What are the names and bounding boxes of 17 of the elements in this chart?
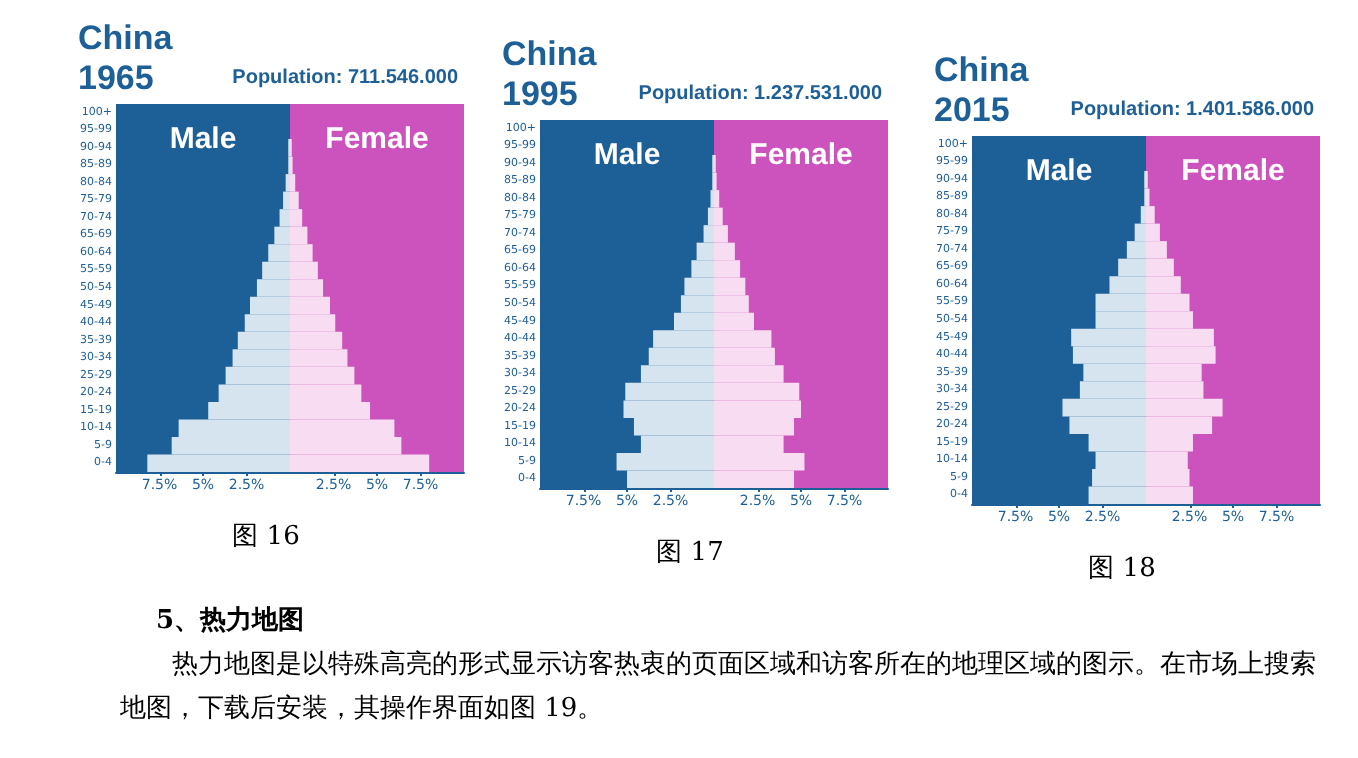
chart-title: China 1965 xyxy=(78,19,182,97)
band-label: Female xyxy=(325,122,429,156)
chart-subtitle: Population: 1.401.586.000 xyxy=(1070,99,1315,121)
text: 5、热力地图 xyxy=(154,604,307,640)
chart-subtitle: Population: 711.546.000 xyxy=(232,67,459,89)
band-label: Male xyxy=(1025,154,1093,188)
band-label: Female xyxy=(749,138,853,172)
chart-subtitle: Population: 1.237.531.000 xyxy=(638,83,883,105)
caption: 图 16 xyxy=(232,522,300,552)
caption: 图 17 xyxy=(656,538,724,568)
chart-title: China 2015 xyxy=(934,51,1038,129)
band-label: Female xyxy=(1181,154,1285,188)
text: 热力地图是以特殊高亮的形式显示访客热衷的页面区域和访客所在的地理区域的图示。在市场上搜索地图，下载后安装，其操作界面如图 19。 xyxy=(120,648,1318,728)
chart-title: China 1995 xyxy=(502,35,606,113)
caption: 图 18 xyxy=(1088,554,1156,584)
band-label: Male xyxy=(593,138,661,172)
band-label: Male xyxy=(169,122,237,156)
